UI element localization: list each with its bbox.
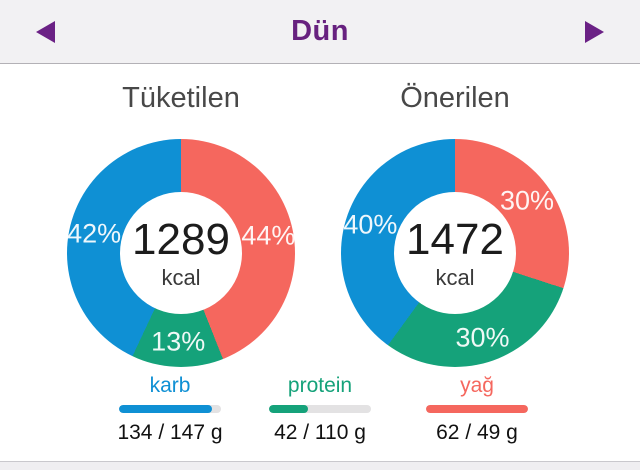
carb-progress-fill (119, 405, 212, 413)
protein-progress-bar (269, 405, 371, 413)
page-title: Dün (291, 14, 349, 47)
recommended-kcal-value: 1472 (406, 214, 504, 264)
recommended-chart-title: Önerilen (400, 82, 510, 114)
slice-percent-label: 42% (67, 218, 122, 249)
fat-progress-bar (426, 405, 528, 413)
recommended-donut-chart: 1472 kcal 30% 30% 40% (341, 139, 569, 367)
left-arrow-icon (36, 20, 55, 43)
carb-value: 134 / 147 g (117, 421, 223, 444)
header: Dün (0, 0, 640, 64)
protein-value: 42 / 110 g (274, 421, 366, 444)
protein-progress-fill (269, 405, 308, 413)
legend-item-protein: protein 42 / 110 g (240, 374, 400, 445)
prev-day-button[interactable] (30, 15, 61, 49)
fat-progress-fill (426, 405, 528, 413)
slice-percent-label: 30% (455, 322, 510, 353)
consumed-donut-center: 1289 kcal (120, 192, 242, 314)
right-arrow-icon (585, 20, 604, 43)
bottom-section-divider (0, 461, 640, 470)
consumed-donut-chart: 1289 kcal 44% 13% 42% (67, 139, 295, 367)
slice-percent-label: 13% (151, 326, 206, 357)
recommended-donut-center: 1472 kcal (394, 192, 516, 314)
fat-value: 62 / 49 g (436, 421, 518, 444)
fat-label: yağ (460, 374, 494, 397)
slice-percent-label: 40% (343, 209, 398, 240)
next-day-button[interactable] (579, 15, 610, 49)
slice-percent-label: 30% (499, 185, 555, 216)
carb-label: karb (149, 374, 191, 397)
slice-percent-label: 44% (241, 220, 296, 251)
recommended-kcal-unit: kcal (435, 264, 475, 290)
consumed-kcal-unit: kcal (161, 264, 201, 290)
consumed-kcal-value: 1289 (132, 214, 230, 264)
protein-label: protein (287, 374, 353, 397)
consumed-chart-title: Tüketilen (122, 82, 240, 114)
legend-item-carb: karb 134 / 147 g (90, 374, 250, 445)
legend-item-fat: yağ 62 / 49 g (397, 374, 557, 445)
carb-progress-bar (119, 405, 221, 413)
